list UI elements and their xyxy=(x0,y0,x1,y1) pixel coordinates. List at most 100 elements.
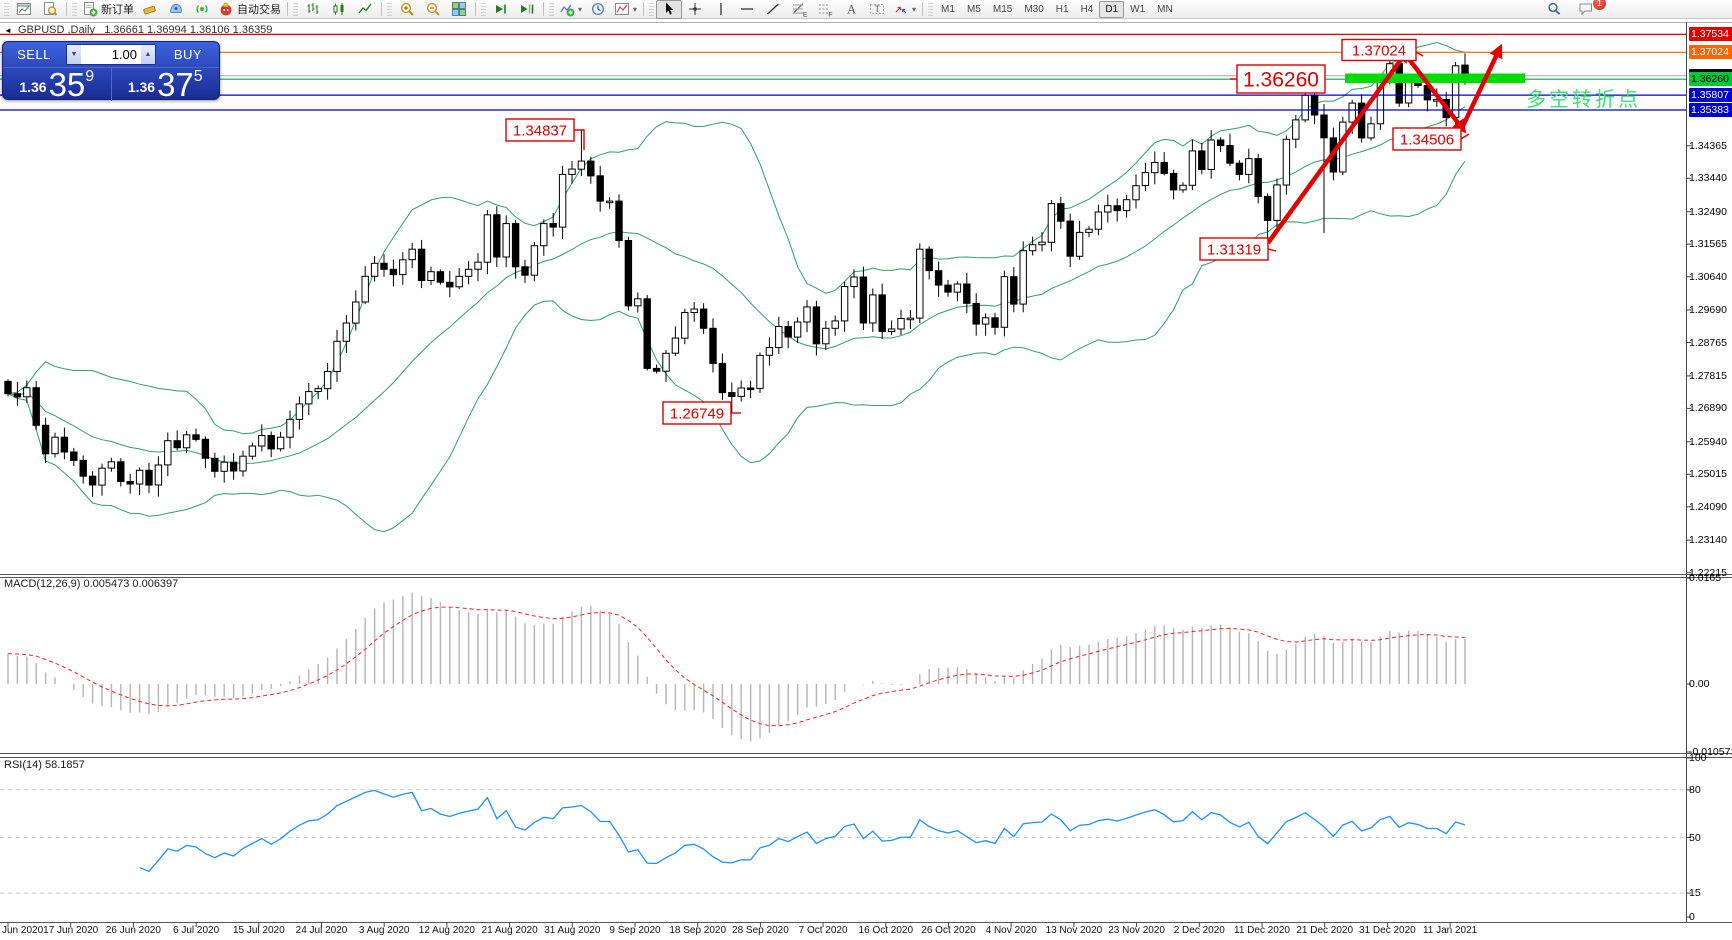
text-button[interactable]: A xyxy=(838,0,864,19)
candle-body xyxy=(446,281,454,288)
text-label-icon: T xyxy=(869,1,885,17)
text-label-button[interactable]: T xyxy=(864,0,890,19)
crosshair-button[interactable] xyxy=(682,0,708,19)
candle-body xyxy=(1282,138,1291,186)
zoom-out-button[interactable] xyxy=(420,0,446,19)
annotation-label[interactable]: 1.26749 xyxy=(662,401,741,425)
zoom-in-button[interactable] xyxy=(394,0,420,19)
eraser-button[interactable] xyxy=(137,0,163,19)
notifications-button[interactable]: 1 xyxy=(1573,0,1606,19)
volume-stepper[interactable]: ▼ 1.00 ▲ xyxy=(66,44,156,65)
line-chart-button[interactable] xyxy=(352,0,378,19)
timeframe-m30-button[interactable]: M30 xyxy=(1024,3,1044,15)
candle-body xyxy=(1348,102,1356,123)
toolbar-drag-handle[interactable] xyxy=(387,2,392,16)
buy-price[interactable]: 1.36 37 5 xyxy=(112,68,220,101)
candle-body xyxy=(1094,211,1103,230)
zone-label[interactable]: 多空转折点 xyxy=(1526,88,1641,111)
timeframe-w1-button[interactable]: W1 xyxy=(1130,3,1146,15)
trendline-button[interactable] xyxy=(760,0,786,19)
chevron-down-icon[interactable]: ▾ xyxy=(633,4,638,14)
volume-value[interactable]: 1.00 xyxy=(111,47,137,62)
candle-body xyxy=(70,451,78,461)
buy-price-prefix: 1.36 xyxy=(127,79,156,95)
candle-body xyxy=(79,459,87,477)
hline-button[interactable] xyxy=(734,0,760,19)
chart-shift-icon xyxy=(519,1,535,17)
template-icon xyxy=(614,1,630,17)
timeframe-m1-button[interactable]: M1 xyxy=(941,3,955,15)
annotation-label[interactable]: 1.31319 xyxy=(1199,237,1277,261)
candle-body xyxy=(1263,196,1272,221)
timeframe-h4-button[interactable]: H4 xyxy=(1080,3,1094,15)
new-chart-button[interactable] xyxy=(11,0,37,19)
candle-body xyxy=(4,380,12,395)
candle-body xyxy=(887,328,896,332)
auto-scroll-button[interactable] xyxy=(488,0,514,19)
notification-badge: 1 xyxy=(1593,0,1606,10)
tile-windows-button[interactable] xyxy=(446,0,472,19)
toolbar-drag-handle[interactable] xyxy=(72,2,77,16)
candle-body xyxy=(1235,162,1244,175)
candle-body xyxy=(1395,63,1403,104)
cursor-button[interactable] xyxy=(656,0,683,19)
svg-text:1.26749: 1.26749 xyxy=(670,405,724,422)
volume-increase-icon[interactable]: ▲ xyxy=(141,45,155,64)
annotation-label[interactable]: 1.34837 xyxy=(505,118,585,150)
candle-body xyxy=(521,266,529,276)
candle-body xyxy=(831,320,839,329)
candle-body xyxy=(258,435,266,447)
toolbar-drag-handle[interactable] xyxy=(649,2,655,16)
toolbar-drag-handle[interactable] xyxy=(4,2,9,16)
candle-body xyxy=(793,321,802,338)
clock-button[interactable] xyxy=(585,0,611,19)
annotation-label[interactable]: 1.36260 xyxy=(1230,64,1326,94)
timeframe-h1-button[interactable]: H1 xyxy=(1055,3,1069,15)
expert-button[interactable] xyxy=(163,0,189,19)
toolbar-drag-handle[interactable] xyxy=(481,2,486,16)
timeframe-m5-button[interactable]: M5 xyxy=(966,3,981,15)
candle-body xyxy=(88,475,97,486)
sell-button[interactable]: SELL xyxy=(17,47,51,62)
autotrading-button[interactable]: 自动交易 xyxy=(215,0,284,19)
sell-price[interactable]: 1.36 35 9 xyxy=(3,68,111,101)
candle-body xyxy=(1207,139,1215,170)
toolbar-drag-handle[interactable] xyxy=(293,2,298,16)
timeframe-mn-button[interactable]: MN xyxy=(1157,3,1173,15)
chevron-down-icon[interactable]: ▾ xyxy=(578,4,583,14)
signal-button[interactable] xyxy=(189,0,215,19)
indicators-button[interactable]: ▾ xyxy=(556,0,585,19)
timeframe-d1-button[interactable]: D1 xyxy=(1099,0,1125,18)
candle-chart-button[interactable] xyxy=(326,0,352,19)
toolbar-button-label: 新订单 xyxy=(101,4,134,16)
trend-arrow[interactable] xyxy=(1403,52,1467,134)
buy-button[interactable]: BUY xyxy=(173,47,203,62)
vline-button[interactable] xyxy=(708,0,734,19)
support-zone-bar[interactable] xyxy=(1345,73,1525,84)
volume-decrease-icon[interactable]: ▼ xyxy=(67,45,81,64)
one-click-trading-panel: SELL ▼ 1.00 ▲ BUY 1.36 35 9 1.36 37 5 xyxy=(2,41,220,101)
candlestick-series xyxy=(4,52,1469,497)
search-button[interactable] xyxy=(1541,0,1567,19)
template-button[interactable]: ▾ xyxy=(611,0,640,19)
market-watch-button[interactable] xyxy=(37,0,63,19)
trend-arrow[interactable] xyxy=(1266,48,1410,245)
fibo-expansion-button[interactable]: F xyxy=(812,0,838,19)
candle-body xyxy=(164,440,172,466)
bar-chart-button[interactable] xyxy=(300,0,326,19)
chart-shift-button[interactable] xyxy=(514,0,540,19)
arrows-button[interactable]: ▾ xyxy=(890,0,919,19)
candle-body xyxy=(925,248,933,272)
chevron-down-icon[interactable]: ▾ xyxy=(912,4,917,14)
annotation-label[interactable]: 1.34506 xyxy=(1392,127,1470,151)
eraser-icon xyxy=(142,1,158,17)
annotation-label[interactable]: 1.37024 xyxy=(1341,38,1424,62)
fibo-button[interactable]: E xyxy=(786,0,812,19)
toolbar-drag-handle[interactable] xyxy=(549,2,554,16)
trend-arrow[interactable] xyxy=(1459,43,1503,129)
new-order-button[interactable]: 新订单 xyxy=(79,0,137,19)
candle-body xyxy=(878,294,886,332)
signal-icon xyxy=(194,1,210,17)
timeframe-m15-button[interactable]: M15 xyxy=(992,3,1013,15)
